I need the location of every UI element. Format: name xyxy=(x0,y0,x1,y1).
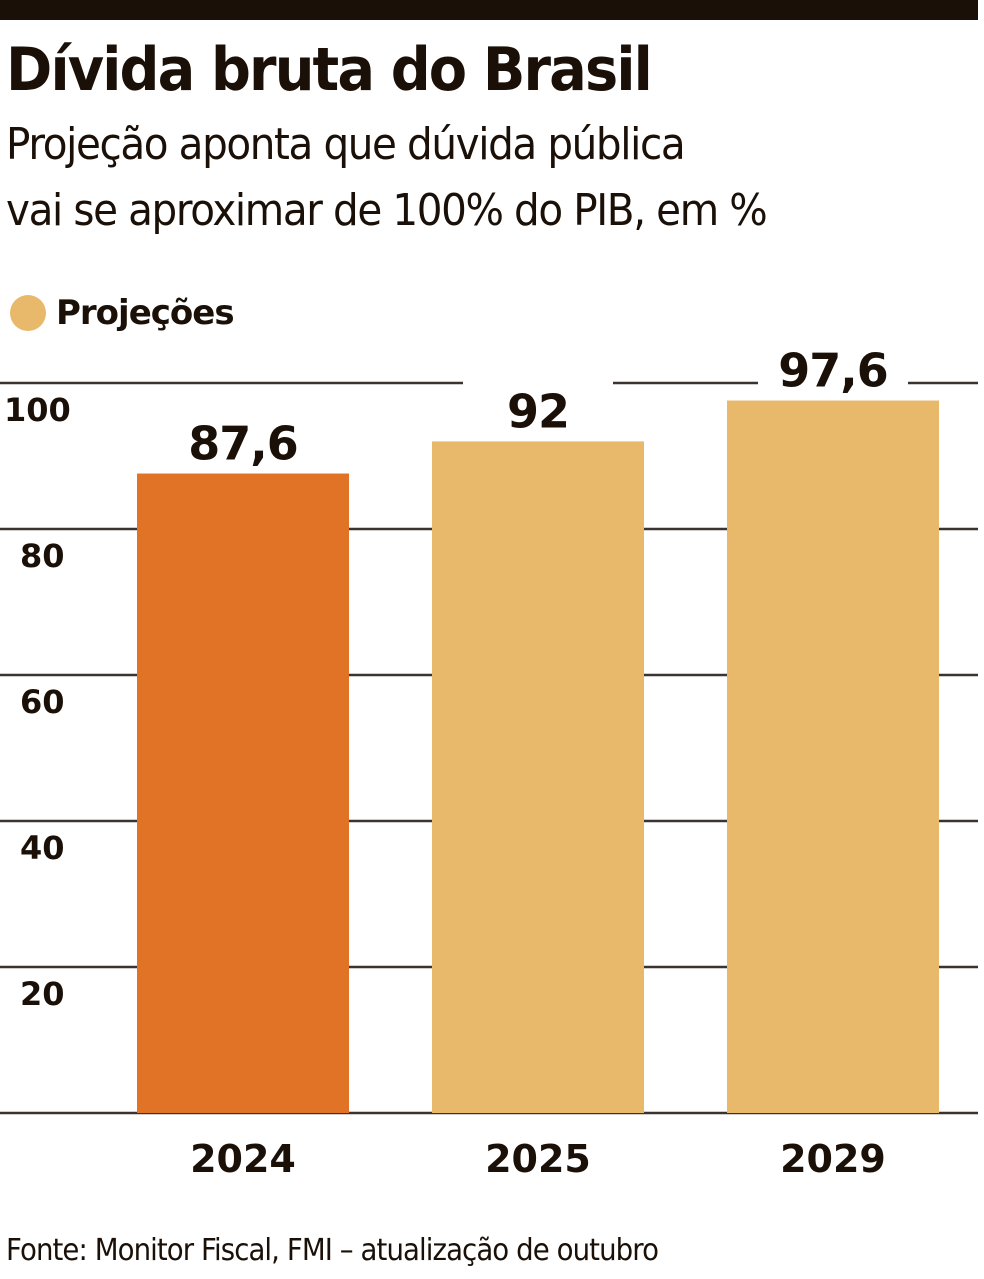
subtitle-line-2: vai se aproximar de 100% do PIB, em % xyxy=(6,185,768,236)
x-tick-label: 2029 xyxy=(780,1137,886,1181)
y-tick-label: 80 xyxy=(20,537,65,575)
y-tick-label: 100 xyxy=(4,391,71,429)
source-note: Fonte: Monitor Fiscal, FMI – atualização… xyxy=(6,1233,659,1268)
subtitle-line-1: Projeção aponta que dúvida pública xyxy=(6,119,686,170)
value-label: 87,6 xyxy=(188,417,298,471)
value-label-background xyxy=(168,411,318,468)
top-rule xyxy=(0,0,978,20)
legend: Projeções xyxy=(10,293,235,333)
y-tick-label: 60 xyxy=(20,683,65,721)
bar-2025 xyxy=(432,441,644,1113)
bar-2029 xyxy=(727,400,939,1113)
bar-2024 xyxy=(137,473,349,1113)
value-label: 97,6 xyxy=(778,344,888,398)
y-tick-label: 40 xyxy=(20,829,65,867)
y-tick-label: 20 xyxy=(20,975,65,1013)
chart-subtitle: Projeção aponta que dúvida pública vai s… xyxy=(6,112,926,244)
chart-title: Dívida bruta do Brasil xyxy=(6,35,653,105)
value-label: 92 xyxy=(507,384,569,438)
value-label-background xyxy=(463,379,613,436)
legend-label: Projeções xyxy=(56,293,235,333)
legend-swatch-projections xyxy=(10,295,46,331)
value-label-background xyxy=(758,338,908,395)
x-tick-label: 2025 xyxy=(485,1137,591,1181)
x-tick-label: 2024 xyxy=(190,1137,296,1181)
